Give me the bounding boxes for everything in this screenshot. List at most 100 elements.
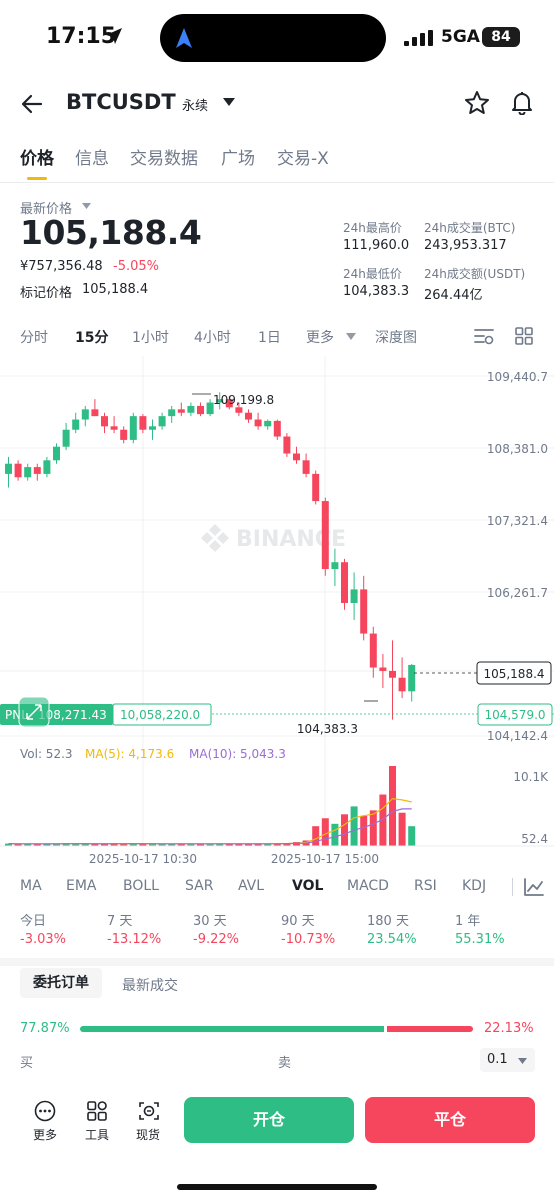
ma5-legend: MA(5): 4,173.6 <box>85 747 174 761</box>
spot-label[interactable]: 现货 <box>136 1126 160 1143</box>
sell-ratio-bar <box>387 1026 473 1032</box>
volume-bar <box>370 810 377 846</box>
perf-label-7d: 7 天 <box>107 910 132 929</box>
candle-body <box>389 671 396 678</box>
indicator-ema[interactable]: EMA <box>66 878 97 894</box>
y-tick-label: 104,142.4 <box>487 729 548 743</box>
candle-body <box>399 678 406 692</box>
spot-icon[interactable] <box>138 1100 160 1122</box>
depth-chart-tab[interactable]: 深度图 <box>375 327 417 347</box>
y-tick-label: 108,381.0 <box>487 442 548 456</box>
volume-legend: Vol: 52.3 <box>20 747 73 761</box>
bell-icon[interactable] <box>509 89 535 115</box>
candle-body <box>379 668 386 671</box>
candle-body <box>130 416 137 440</box>
tab-order-book[interactable]: 委托订单 <box>20 968 102 998</box>
indicator-boll[interactable]: BOLL <box>123 878 159 894</box>
volume-usdt-value: 264.44亿 <box>424 284 483 303</box>
interval-more[interactable]: 更多 <box>306 327 334 347</box>
caret-down-icon[interactable] <box>518 1058 527 1064</box>
more-label[interactable]: 更多 <box>33 1126 57 1143</box>
tools-icon[interactable] <box>86 1100 108 1122</box>
chart-settings-icon[interactable] <box>473 326 495 346</box>
caret-down-icon[interactable] <box>82 203 91 209</box>
candle-body <box>274 421 281 437</box>
low-24h-value: 104,383.3 <box>343 284 409 299</box>
close-position-button[interactable]: 平仓 <box>365 1097 535 1143</box>
caret-down-icon[interactable] <box>222 97 236 107</box>
time-label: 2025-10-17 10:30 <box>89 852 197 866</box>
low-24h-label: 24h最低价 <box>343 265 402 282</box>
high-annotation: 109,199.8 <box>213 393 274 407</box>
perf-label-today: 今日 <box>20 910 46 929</box>
tab-trade-x[interactable]: 交易-X <box>277 144 329 169</box>
candlestick-chart[interactable]: BINANCE 109,199.8 105,188.4 PNL 108,271.… <box>0 356 554 872</box>
interval-line[interactable]: 分时 <box>20 327 48 347</box>
battery-indicator: 84 <box>482 27 520 47</box>
last-price: 105,188.4 <box>20 213 201 252</box>
perf-label-90d: 90 天 <box>281 910 315 929</box>
high-24h-value: 111,960.0 <box>343 238 409 253</box>
interval-15m[interactable]: 15分 <box>75 327 108 347</box>
candle-body <box>159 416 166 426</box>
tab-trading-data[interactable]: 交易数据 <box>130 144 198 169</box>
candle-body <box>34 467 41 474</box>
volume-bar <box>351 806 358 846</box>
indicator-vol[interactable]: VOL <box>292 878 323 894</box>
section-divider <box>0 958 554 966</box>
candle-body <box>293 454 300 461</box>
high-24h-label: 24h最高价 <box>343 219 402 236</box>
interval-1d[interactable]: 1日 <box>258 327 281 347</box>
indicator-kdj[interactable]: KDJ <box>462 878 486 894</box>
candle-body <box>245 413 252 420</box>
grid-layout-icon[interactable] <box>514 326 534 346</box>
candle-body <box>168 409 175 416</box>
perf-label-180d: 180 天 <box>367 910 409 929</box>
candle-body <box>360 589 367 633</box>
candle-body <box>235 407 242 412</box>
indicator-chart-icon[interactable] <box>523 877 545 897</box>
candle-body <box>101 416 108 426</box>
liquidation-price: 104,579.0 <box>484 708 545 722</box>
network-type: 5GA <box>441 27 480 47</box>
buy-ratio-bar <box>80 1026 384 1032</box>
contract-type-label[interactable]: 永续 <box>182 95 208 114</box>
tab-square[interactable]: 广场 <box>221 144 255 169</box>
volume-bar <box>341 814 348 846</box>
tab-price[interactable]: 价格 <box>20 144 54 169</box>
position-size: 10,058,220.0 <box>120 708 200 722</box>
candle-body <box>5 464 12 474</box>
volume-btc-value: 243,953.317 <box>424 238 507 253</box>
y-tick-label: 109,440.7 <box>487 370 548 384</box>
perf-value-180d: 23.54% <box>367 932 417 947</box>
indicator-rsi[interactable]: RSI <box>414 878 437 894</box>
tab-latest-trades[interactable]: 最新成交 <box>122 975 178 995</box>
sell-column-header: 卖 <box>278 1052 291 1071</box>
time-label: 2025-10-17 15:00 <box>271 852 379 866</box>
more-icon[interactable] <box>34 1100 56 1122</box>
favorite-star-icon[interactable] <box>464 90 490 116</box>
open-position-button[interactable]: 开仓 <box>184 1097 354 1143</box>
candle-body <box>43 460 50 474</box>
perf-value-90d: -10.73% <box>281 932 335 947</box>
caret-down-icon[interactable] <box>346 333 356 340</box>
watermark-text: BINANCE <box>236 527 346 552</box>
ma10-legend: MA(10): 5,043.3 <box>189 747 286 761</box>
y-tick-label: 106,261.7 <box>487 586 548 600</box>
interval-4h[interactable]: 4小时 <box>194 327 231 347</box>
tab-info[interactable]: 信息 <box>75 144 109 169</box>
volume-bar <box>331 824 338 846</box>
tools-label[interactable]: 工具 <box>85 1126 109 1143</box>
candle-body <box>111 426 118 429</box>
interval-1h[interactable]: 1小时 <box>132 327 169 347</box>
back-arrow-icon[interactable] <box>20 92 44 116</box>
volume-bar <box>322 818 329 846</box>
candle-body <box>63 430 70 447</box>
indicator-avl[interactable]: AVL <box>238 878 264 894</box>
symbol-title[interactable]: BTCUSDT <box>66 90 176 114</box>
indicator-sar[interactable]: SAR <box>185 878 213 894</box>
indicator-macd[interactable]: MACD <box>347 878 389 894</box>
indicator-ma[interactable]: MA <box>20 878 42 894</box>
candle-body <box>15 464 22 478</box>
perf-value-7d: -13.12% <box>107 932 161 947</box>
